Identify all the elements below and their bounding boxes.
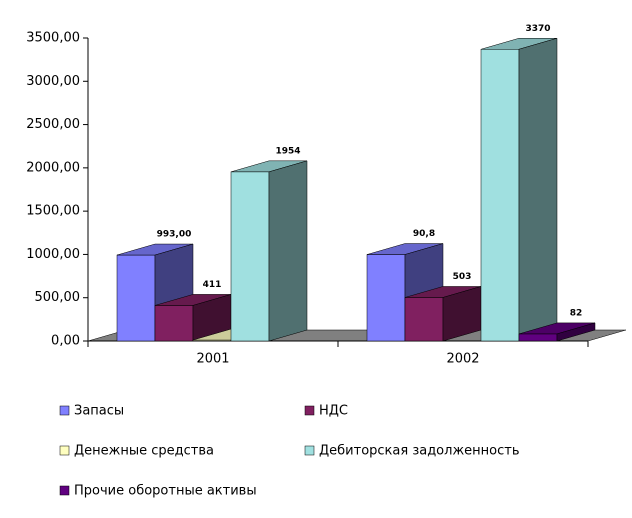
value-label: 503	[453, 272, 472, 282]
value-label: 1954	[275, 146, 300, 156]
value-label: 411	[203, 280, 222, 290]
bar-front	[154, 305, 194, 342]
bar-front	[366, 254, 406, 342]
legend-swatch	[304, 445, 315, 456]
legend-label: Запасы	[74, 404, 124, 419]
y-tick-label: 1000,00	[26, 247, 80, 262]
bar-side	[268, 160, 308, 342]
value-label: 90,8	[413, 229, 435, 239]
value-label: 3370	[525, 24, 550, 34]
y-tick-label: 2500,00	[26, 117, 80, 132]
y-tick-label: 500,00	[35, 290, 81, 305]
bar-side	[556, 322, 596, 342]
value-label: 993,00	[157, 230, 192, 240]
legend-label: Дебиторская задолженность	[319, 444, 520, 459]
y-tick-label: 0,00	[51, 334, 80, 349]
x-tick-label: 2002	[446, 352, 479, 367]
y-tick-label: 2000,00	[26, 160, 80, 175]
legend-label: Прочие оборотные активы	[74, 484, 257, 499]
legend-swatch	[59, 485, 70, 496]
bar-side	[518, 37, 558, 342]
bar-front	[116, 254, 156, 342]
y-tick-label: 3500,00	[26, 31, 80, 46]
bar-front	[230, 171, 270, 342]
bar-front	[404, 297, 444, 342]
legend-swatch	[59, 405, 70, 416]
value-label: 82	[570, 308, 583, 318]
bar-front	[518, 333, 558, 342]
legend-label: НДС	[319, 404, 348, 419]
legend-label: Денежные средства	[74, 444, 214, 459]
x-tick-label: 2001	[196, 352, 229, 367]
legend-swatch	[59, 445, 70, 456]
bar-front	[480, 49, 520, 342]
y-tick-label: 1500,00	[26, 204, 80, 219]
legend-swatch	[304, 405, 315, 416]
y-tick-label: 3000,00	[26, 74, 80, 89]
